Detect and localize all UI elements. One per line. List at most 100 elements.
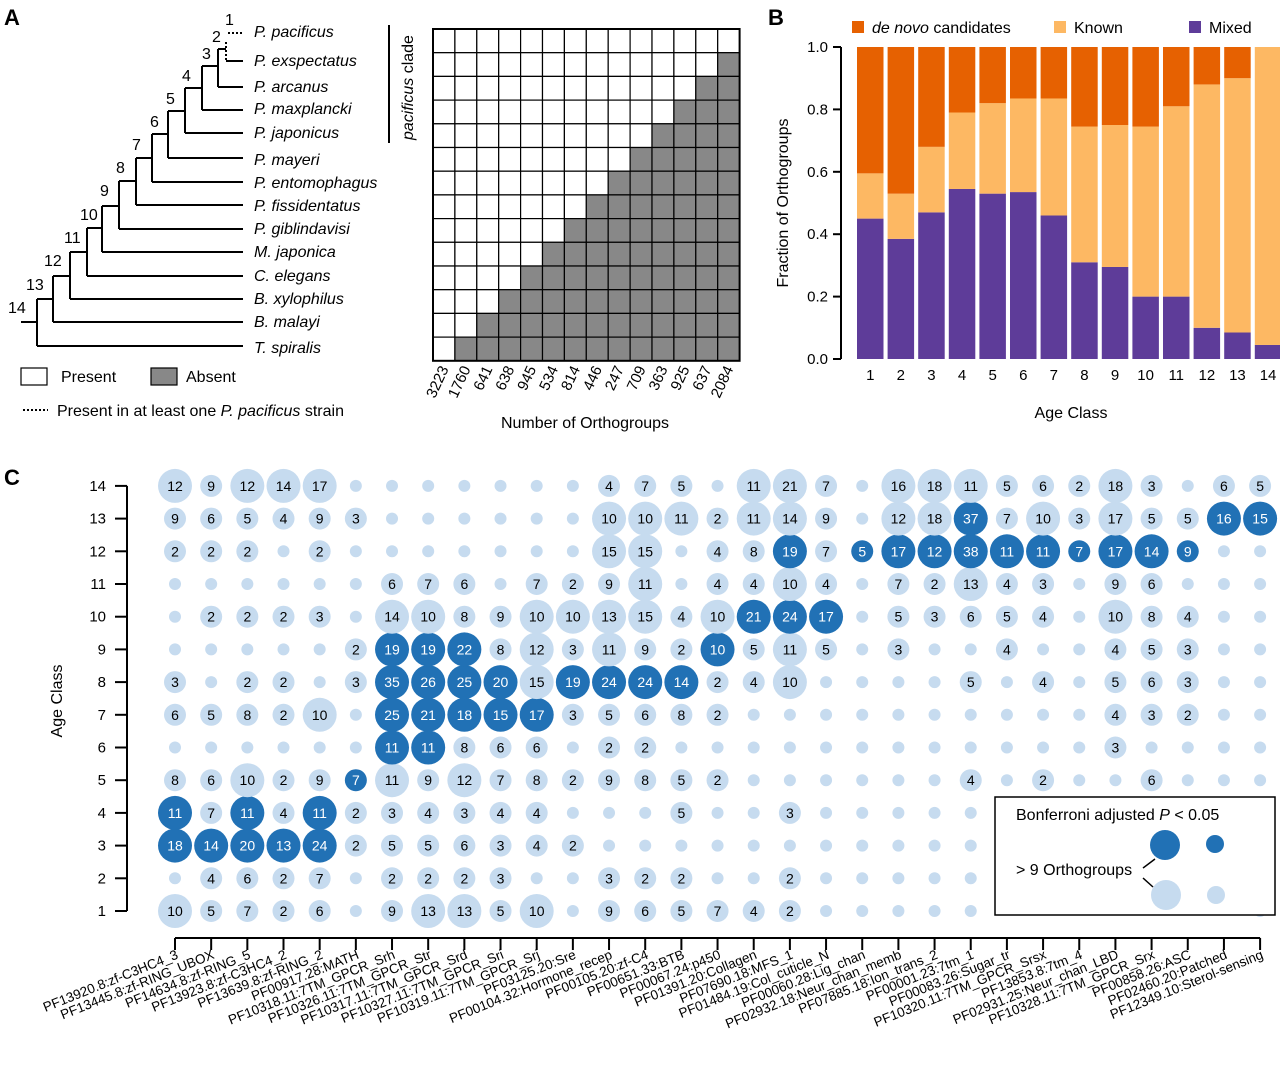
species-label: B. xylophilus bbox=[254, 291, 344, 308]
dot-count-label: 7 bbox=[714, 903, 722, 919]
dot-count bbox=[453, 573, 476, 595]
dot-empty bbox=[566, 545, 579, 558]
dot-count-label: 9 bbox=[605, 772, 613, 788]
dot-count bbox=[561, 573, 584, 595]
bar-segment-mixed bbox=[1193, 327, 1221, 359]
grid-cell-present bbox=[454, 265, 478, 291]
dot-significant bbox=[194, 828, 229, 863]
y-tick-label: 6 bbox=[98, 740, 106, 757]
dot-empty bbox=[928, 676, 941, 689]
grid-cell-absent bbox=[498, 336, 522, 362]
dot-count-label: 11 bbox=[421, 740, 436, 756]
orthogroup-count-label: 641 bbox=[470, 363, 496, 393]
dot-empty bbox=[1073, 708, 1086, 721]
dot-count-label: 6 bbox=[1039, 478, 1047, 494]
grid-border bbox=[432, 28, 741, 362]
dot-empty bbox=[1073, 676, 1086, 689]
dot-significant bbox=[375, 632, 410, 667]
dot-count-label: 15 bbox=[493, 707, 509, 723]
dot-empty bbox=[747, 806, 760, 819]
dot-count-label: 8 bbox=[1148, 609, 1156, 625]
grid-cell-present bbox=[476, 28, 500, 54]
dot-count-label: 3 bbox=[388, 805, 396, 821]
dot-count-label: 5 bbox=[605, 707, 613, 723]
dot-empty bbox=[675, 839, 688, 852]
grid-cell-absent bbox=[585, 194, 609, 220]
dot-significant bbox=[851, 540, 874, 563]
dot-count-label: 9 bbox=[207, 478, 215, 494]
dot-empty bbox=[1254, 708, 1267, 721]
dot-count-label: 10 bbox=[167, 903, 183, 919]
dot-empty bbox=[964, 839, 977, 852]
grid-cell-present bbox=[585, 123, 609, 149]
bar-segment-de-novo-candidates bbox=[979, 47, 1006, 104]
dot-count bbox=[302, 468, 337, 503]
dot-count bbox=[959, 671, 982, 694]
dot-count-label: 7 bbox=[352, 772, 360, 788]
x-tick-label: 3 bbox=[927, 367, 935, 384]
dot-count bbox=[887, 638, 910, 661]
dot-count-label: 6 bbox=[641, 903, 649, 919]
bar-segment-de-novo-candidates bbox=[1040, 47, 1068, 99]
dot-count bbox=[411, 599, 446, 634]
dot-count bbox=[200, 769, 223, 792]
dot-count bbox=[489, 736, 512, 759]
dot-count-label: 8 bbox=[243, 707, 251, 723]
dot-count bbox=[561, 834, 584, 857]
dot-empty bbox=[169, 741, 181, 754]
dot-empty bbox=[711, 741, 724, 754]
grid-cell-present bbox=[476, 75, 500, 101]
node-label: 4 bbox=[182, 68, 191, 85]
dot-count-label: 20 bbox=[493, 674, 509, 690]
dot-count-label: 6 bbox=[967, 609, 975, 625]
dot-count bbox=[200, 867, 223, 890]
dot-count-label: 3 bbox=[605, 870, 613, 886]
dot-empty bbox=[1000, 741, 1013, 754]
dot-empty bbox=[349, 578, 362, 590]
grid-cell-absent bbox=[673, 123, 697, 149]
dot-empty bbox=[349, 545, 362, 558]
dot-empty bbox=[530, 872, 543, 885]
dot-empty bbox=[783, 708, 796, 721]
dot-count-label: 24 bbox=[312, 838, 328, 854]
dot-count-label: 17 bbox=[312, 478, 328, 494]
dot-count bbox=[417, 834, 440, 857]
grid-cell-present bbox=[454, 218, 478, 243]
dot-count-label: 2 bbox=[1184, 707, 1192, 723]
dot-count bbox=[525, 834, 548, 857]
grid-cell-absent bbox=[673, 170, 697, 196]
grid-cell-absent bbox=[695, 99, 719, 125]
x-tick-label: 10 bbox=[1137, 367, 1154, 384]
dot-count bbox=[1104, 573, 1127, 595]
dot-count bbox=[1176, 703, 1199, 726]
dot-count-label: 5 bbox=[207, 707, 215, 723]
dot-count bbox=[519, 632, 554, 667]
dot-empty bbox=[566, 741, 579, 754]
x-tick-label: 8 bbox=[1080, 367, 1088, 384]
dot-empty bbox=[1037, 643, 1050, 656]
bar-segment-known bbox=[1010, 98, 1037, 193]
grid-cell-absent bbox=[717, 146, 741, 172]
dot-count bbox=[561, 638, 584, 661]
dot-count-label: 3 bbox=[786, 805, 794, 821]
dot-count-label: 3 bbox=[895, 641, 903, 657]
dot-count bbox=[308, 769, 331, 792]
dot-count bbox=[272, 867, 295, 890]
dot-empty bbox=[1217, 545, 1230, 558]
grid-cell-absent bbox=[651, 146, 675, 172]
dot-count-label: 8 bbox=[533, 772, 541, 788]
dot-count-label: 4 bbox=[1039, 674, 1047, 690]
dot-count bbox=[381, 834, 404, 857]
dot-empty bbox=[458, 545, 471, 558]
dot-count bbox=[670, 867, 693, 890]
dot-empty bbox=[783, 774, 796, 787]
dot-count-label: 6 bbox=[316, 903, 324, 919]
dot-empty bbox=[856, 708, 869, 721]
grid-cell-present bbox=[563, 194, 587, 220]
dot-count bbox=[272, 703, 295, 726]
grid-cell-absent bbox=[651, 241, 675, 267]
dot-significant bbox=[555, 665, 590, 700]
dot-count bbox=[230, 763, 265, 798]
grid-cell-absent bbox=[651, 336, 675, 362]
grid-cell-present bbox=[432, 265, 456, 291]
